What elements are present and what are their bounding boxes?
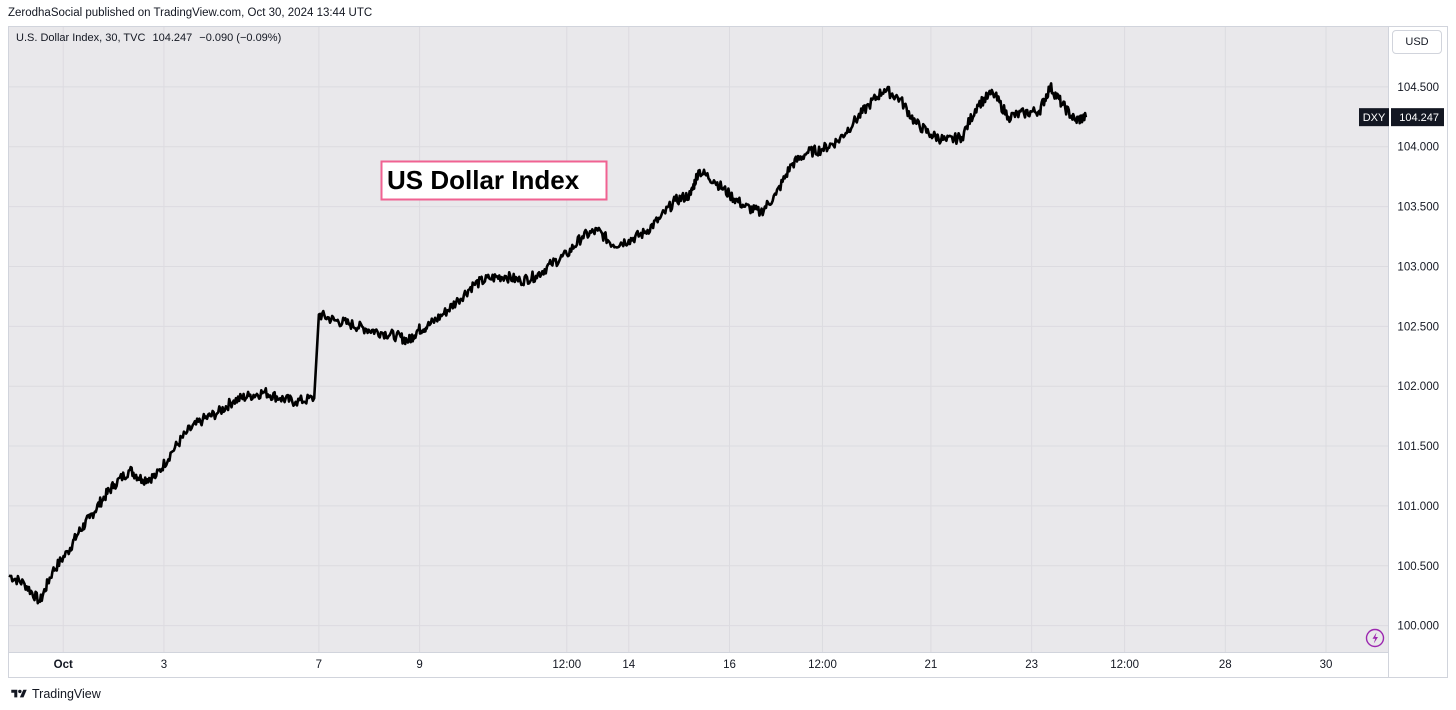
series-line-0: [8, 82, 1088, 605]
y-tick-label: 103.500: [1397, 202, 1439, 214]
x-tick-label: 3: [161, 659, 167, 671]
footer: TradingView: [10, 686, 101, 702]
annotation-box: [380, 160, 608, 201]
x-tick-label: 23: [1025, 659, 1038, 671]
annotation-text: US Dollar Index: [387, 165, 580, 195]
y-tick-label: 104.000: [1397, 142, 1439, 154]
x-tick-label: 12:00: [1110, 659, 1139, 671]
x-tick-label: 30: [1320, 659, 1333, 671]
last-price: 104.247: [152, 32, 193, 44]
ticker-tag-label: DXY: [1363, 112, 1386, 124]
x-tick-label: 28: [1219, 659, 1232, 671]
lightning-icon-ring: [1365, 628, 1385, 648]
tradingview-logo-icon: [11, 689, 27, 698]
symbol-legend: U.S. Dollar Index, 30, TVC 104.247 −0.09…: [16, 32, 285, 44]
plot-area: [9, 27, 1388, 652]
price-change: −0.090 (−0.09%): [199, 32, 282, 44]
x-tick-label: 16: [723, 659, 736, 671]
x-tick-label: Oct: [54, 659, 73, 671]
ticker-tag-bg: [1359, 108, 1389, 127]
footer-brand: TradingView: [32, 687, 101, 701]
lightning-icon-bolt: [1372, 632, 1378, 644]
y-tick-label: 102.000: [1397, 381, 1439, 393]
y-tick-label: 101.000: [1397, 501, 1439, 513]
price-tag-bg: [1391, 108, 1444, 127]
currency-button[interactable]: USD: [1392, 30, 1442, 54]
x-tick-label: 14: [622, 659, 635, 671]
symbol-label: U.S. Dollar Index, 30, TVC: [16, 32, 146, 44]
x-tick-label: 7: [316, 659, 322, 671]
y-tick-label: 100.500: [1397, 561, 1439, 573]
x-tick-label: 9: [416, 659, 422, 671]
y-tick-label: 100.000: [1397, 621, 1439, 633]
x-tick-label: 21: [925, 659, 938, 671]
published-header: ZerodhaSocial published on TradingView.c…: [8, 7, 373, 19]
y-tick-label: 104.500: [1397, 82, 1439, 94]
y-tick-label: 103.000: [1397, 261, 1439, 273]
y-tick-label: 102.500: [1397, 321, 1439, 333]
chart-frame: [8, 26, 1448, 678]
x-tick-label: 12:00: [808, 659, 837, 671]
y-tick-label: 101.500: [1397, 441, 1439, 453]
lightning-icon: [1365, 628, 1385, 648]
price-tag-value: 104.247: [1399, 112, 1439, 124]
x-tick-label: 12:00: [552, 659, 581, 671]
